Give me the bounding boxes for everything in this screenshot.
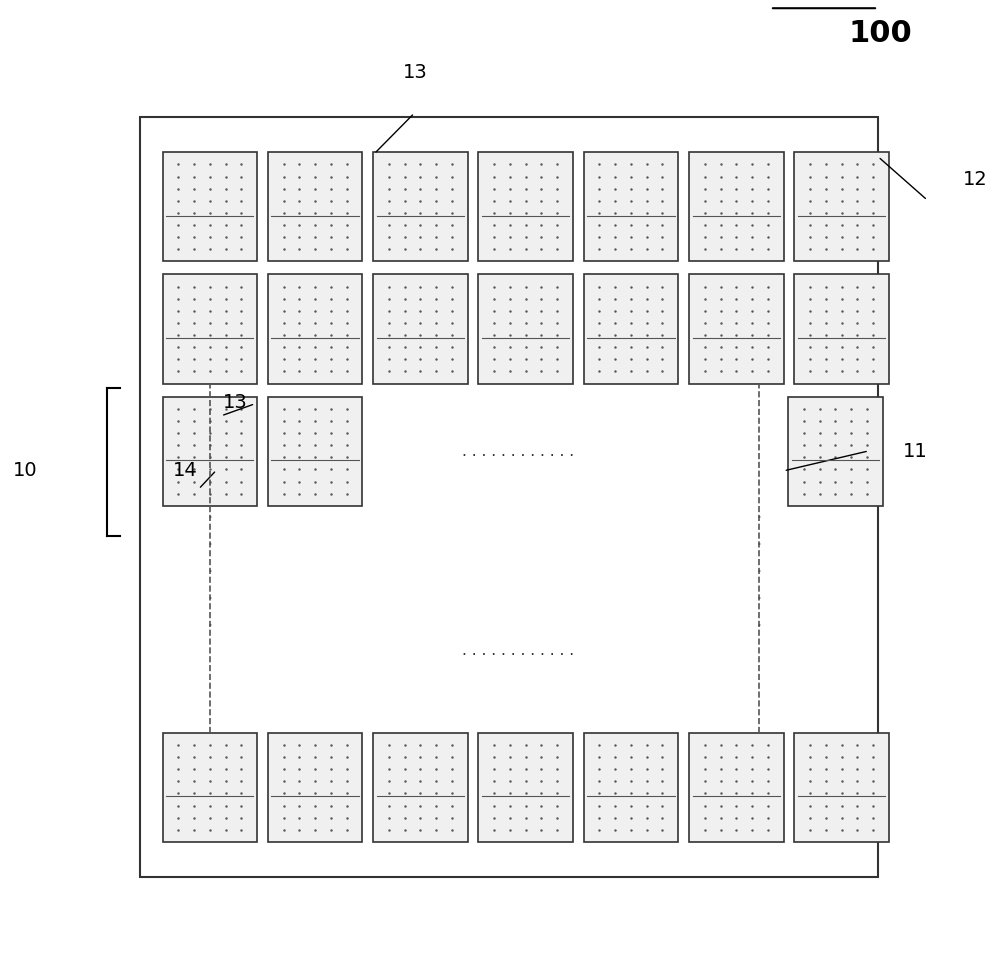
Text: 14: 14 <box>173 460 197 480</box>
Bar <box>689 733 784 842</box>
Bar <box>268 275 362 385</box>
Bar <box>373 733 468 842</box>
Bar <box>689 275 784 385</box>
Text: .
.
.
.
.: . . . . . <box>208 506 213 629</box>
Text: 100: 100 <box>848 19 912 48</box>
Bar <box>584 733 678 842</box>
Bar <box>788 397 883 506</box>
Text: . . . . . . . . . . . .: . . . . . . . . . . . . <box>462 444 574 459</box>
Text: 13: 13 <box>223 392 247 412</box>
Bar <box>268 153 362 263</box>
Bar <box>689 153 784 263</box>
Text: 13: 13 <box>403 63 427 82</box>
Bar <box>478 275 573 385</box>
Text: 12: 12 <box>963 170 987 189</box>
Bar <box>478 733 573 842</box>
Text: 11: 11 <box>903 441 927 460</box>
Bar <box>162 733 257 842</box>
Bar <box>794 153 889 263</box>
Bar <box>373 153 468 263</box>
Bar <box>268 397 362 506</box>
Bar <box>584 153 678 263</box>
Text: .
.
.
.
.: . . . . . <box>757 506 762 629</box>
Bar <box>478 153 573 263</box>
Bar <box>373 275 468 385</box>
Bar <box>794 275 889 385</box>
Bar <box>162 397 257 506</box>
Bar <box>584 275 678 385</box>
Text: . . . . . . . . . . . .: . . . . . . . . . . . . <box>462 642 574 658</box>
Bar <box>162 153 257 263</box>
Bar <box>162 275 257 385</box>
Text: 10: 10 <box>13 460 37 480</box>
Bar <box>268 733 362 842</box>
Bar <box>794 733 889 842</box>
Bar <box>140 118 878 877</box>
